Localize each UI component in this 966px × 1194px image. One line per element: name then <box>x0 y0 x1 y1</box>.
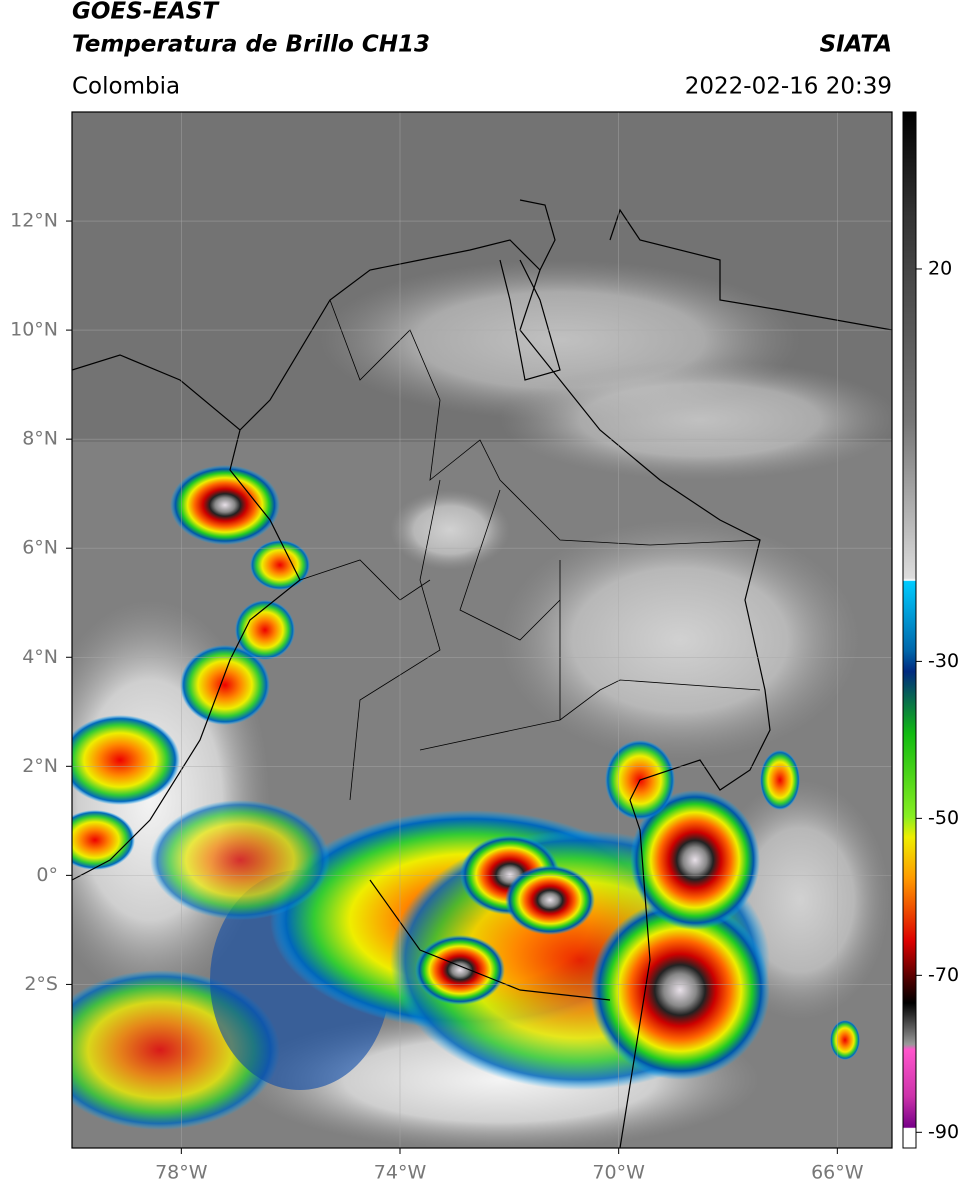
y-tick-label: 12°N <box>10 210 58 232</box>
y-tick-label: 2°S <box>24 973 58 995</box>
x-tick-label: 74°W <box>374 1162 427 1184</box>
colorbar-tick-label: -50 <box>928 807 959 829</box>
y-tick-label: 4°N <box>22 646 58 668</box>
region: Colombia <box>72 74 180 100</box>
y-tick-label: 0° <box>36 864 58 886</box>
x-tick-label: 70°W <box>592 1162 645 1184</box>
product: Temperatura de Brillo CH13 <box>72 32 430 58</box>
x-tick-label: 66°W <box>811 1162 864 1184</box>
colorbar-tick-label: 20 <box>928 257 952 279</box>
grid <box>72 112 892 1148</box>
y-tick-label: 10°N <box>10 319 58 341</box>
satellite-image <box>72 112 892 1148</box>
map-frame <box>71 111 893 1149</box>
x-tick-label: 78°W <box>155 1162 208 1184</box>
y-tick-label: 8°N <box>22 428 58 450</box>
satellite: GOES-EAST <box>72 0 220 25</box>
y-tick-label: 2°N <box>22 755 58 777</box>
datetime: 2022-02-16 20:39 <box>685 74 892 100</box>
colorbar-tick-label: -30 <box>928 650 959 672</box>
colorbar-tick-label: -70 <box>928 964 959 986</box>
y-tick-label: 6°N <box>22 537 58 559</box>
colorbar <box>902 111 917 1149</box>
source: SIATA <box>820 32 892 58</box>
colorbar-tick-label: -90 <box>928 1121 959 1143</box>
